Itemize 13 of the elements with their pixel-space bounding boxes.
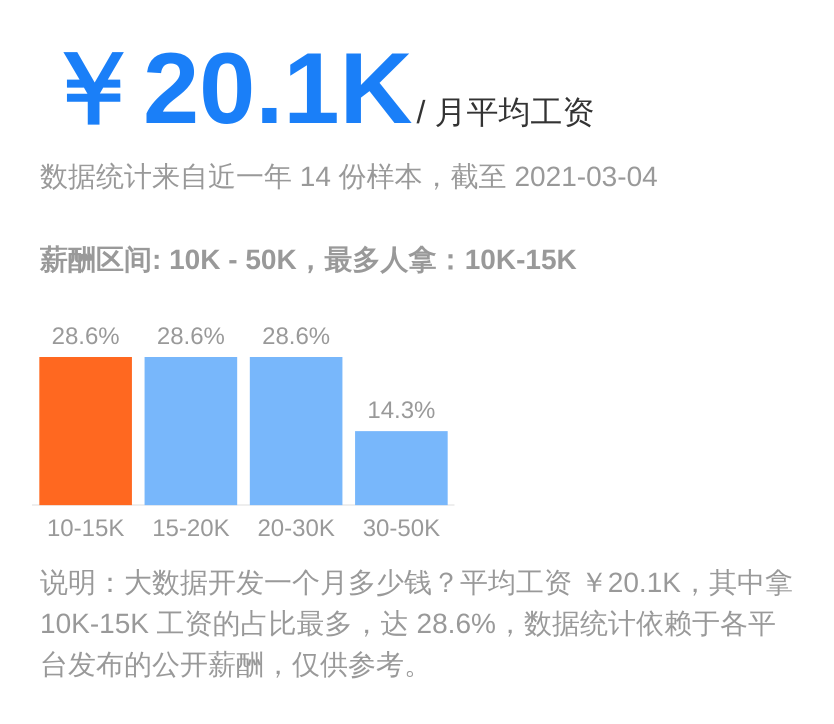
chart-title: ￥20.1K xyxy=(42,33,413,145)
data-label: 28.6% xyxy=(52,323,120,350)
text: 说明：大数据开发一个月多少钱？平均工资 ￥20.1K，其中拿10K-15K 工资的占比最多，达 28.6%，数据统计依赖于各平台发布的公开薪酬，仅供参考。 xyxy=(40,566,794,682)
chart-subtitle: / 月平均工资 xyxy=(416,94,594,130)
data-label: 28.6% xyxy=(156,323,225,350)
text: 薪酬区间: 10K - 50K，最多人拿：10K-15K xyxy=(40,244,578,276)
data-label: 14.3% xyxy=(367,397,436,424)
text: 数据统计来自近一年 14 份样本，截至 2021-03-04 xyxy=(40,160,659,194)
x-tick-label: 20-30K xyxy=(257,515,335,542)
x-tick-label: 15-20K xyxy=(152,515,230,542)
x-tick-label: 30-50K xyxy=(362,515,440,542)
x-tick-label: 10-15K xyxy=(46,515,124,542)
data-label: 28.6% xyxy=(262,323,330,350)
